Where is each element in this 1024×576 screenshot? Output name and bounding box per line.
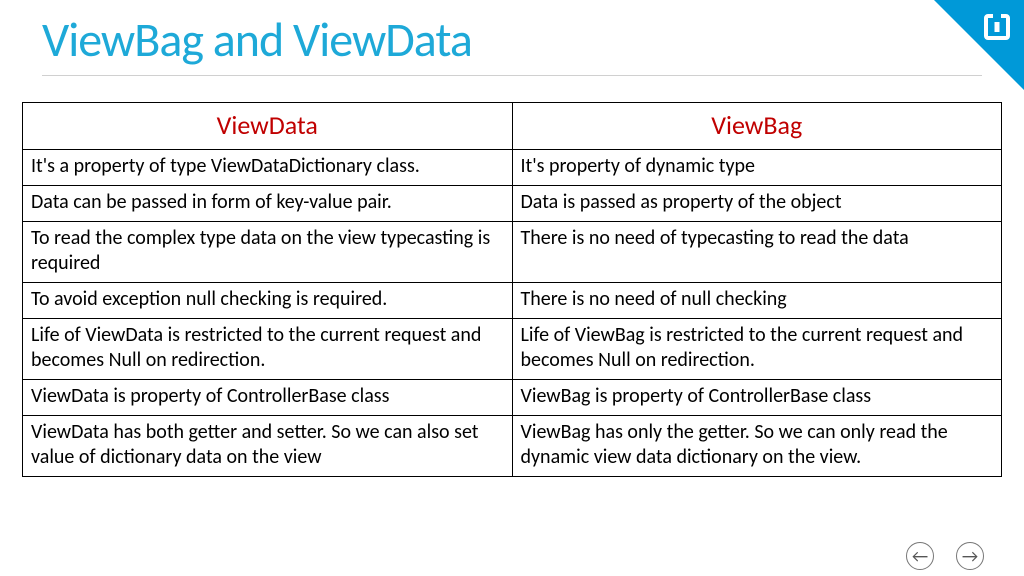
table-row: ViewData is property of ControllerBase c… (23, 380, 1002, 416)
comparison-table: ViewData ViewBag It's a property of type… (22, 102, 1002, 477)
table-row: It's a property of type ViewDataDictiona… (23, 150, 1002, 186)
cell-viewdata: To avoid exception null checking is requ… (23, 283, 513, 319)
table-header-row: ViewData ViewBag (23, 103, 1002, 150)
cell-viewbag: It's property of dynamic type (512, 150, 1002, 186)
col-header-viewbag: ViewBag (512, 103, 1002, 150)
page-title: ViewBag and ViewData (0, 0, 1024, 75)
cell-viewbag: Life of ViewBag is restricted to the cur… (512, 319, 1002, 380)
table-row: To avoid exception null checking is requ… (23, 283, 1002, 319)
cell-viewbag: There is no need of typecasting to read … (512, 222, 1002, 283)
table-row: ViewData has both getter and setter. So … (23, 416, 1002, 477)
cell-viewbag: Data is passed as property of the object (512, 186, 1002, 222)
cell-viewdata: ViewData is property of ControllerBase c… (23, 380, 513, 416)
cell-viewdata: It's a property of type ViewDataDictiona… (23, 150, 513, 186)
col-header-viewdata: ViewData (23, 103, 513, 150)
slide-nav: ← → (906, 542, 984, 570)
table-row: Life of ViewData is restricted to the cu… (23, 319, 1002, 380)
table-row: Data can be passed in form of key-value … (23, 186, 1002, 222)
cell-viewdata: ViewData has both getter and setter. So … (23, 416, 513, 477)
comparison-table-container: ViewData ViewBag It's a property of type… (0, 76, 1024, 477)
cell-viewbag: ViewBag is property of ControllerBase cl… (512, 380, 1002, 416)
cell-viewbag: ViewBag has only the getter. So we can o… (512, 416, 1002, 477)
cell-viewdata: To read the complex type data on the vie… (23, 222, 513, 283)
cell-viewbag: There is no need of null checking (512, 283, 1002, 319)
prev-slide-button[interactable]: ← (906, 542, 934, 570)
cell-viewdata: Life of ViewData is restricted to the cu… (23, 319, 513, 380)
next-slide-button[interactable]: → (956, 542, 984, 570)
logo-icon (980, 10, 1014, 49)
table-row: To read the complex type data on the vie… (23, 222, 1002, 283)
cell-viewdata: Data can be passed in form of key-value … (23, 186, 513, 222)
